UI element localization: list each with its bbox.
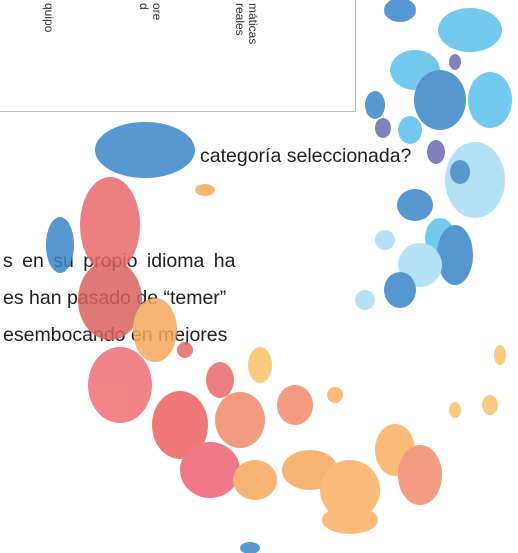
question: categoría seleccionada? (200, 145, 412, 167)
bubbles (46, 0, 512, 553)
table-fragment: quipo ore d máticas reales (0, 0, 356, 112)
